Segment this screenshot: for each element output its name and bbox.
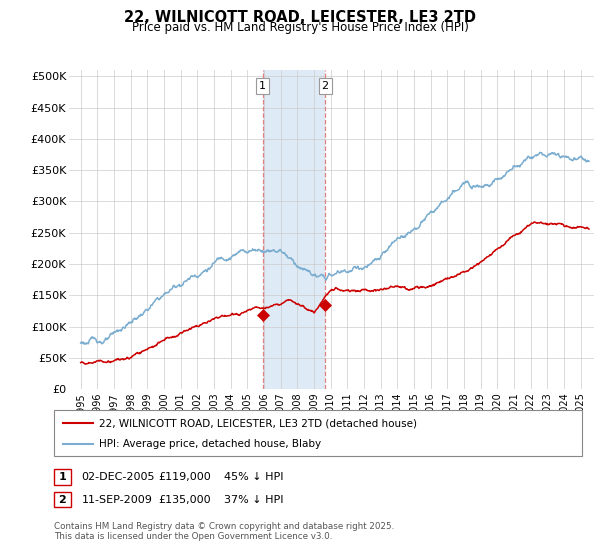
Bar	[263, 70, 325, 389]
Text: 1: 1	[59, 472, 66, 482]
Text: 2: 2	[59, 494, 66, 505]
Text: 11-SEP-2009: 11-SEP-2009	[82, 494, 152, 505]
Text: 22, WILNICOTT ROAD, LEICESTER, LE3 2TD: 22, WILNICOTT ROAD, LEICESTER, LE3 2TD	[124, 10, 476, 25]
Text: £135,000: £135,000	[158, 494, 211, 505]
Text: 22, WILNICOTT ROAD, LEICESTER, LE3 2TD (detached house): 22, WILNICOTT ROAD, LEICESTER, LE3 2TD (…	[99, 418, 417, 428]
Text: 45% ↓ HPI: 45% ↓ HPI	[224, 472, 283, 482]
Text: Price paid vs. HM Land Registry's House Price Index (HPI): Price paid vs. HM Land Registry's House …	[131, 21, 469, 34]
Text: Contains HM Land Registry data © Crown copyright and database right 2025.
This d: Contains HM Land Registry data © Crown c…	[54, 522, 394, 542]
Text: HPI: Average price, detached house, Blaby: HPI: Average price, detached house, Blab…	[99, 438, 321, 449]
Text: £119,000: £119,000	[158, 472, 211, 482]
Text: 37% ↓ HPI: 37% ↓ HPI	[224, 494, 283, 505]
Text: 02-DEC-2005: 02-DEC-2005	[82, 472, 155, 482]
Text: 1: 1	[259, 81, 266, 91]
Text: 2: 2	[322, 81, 329, 91]
